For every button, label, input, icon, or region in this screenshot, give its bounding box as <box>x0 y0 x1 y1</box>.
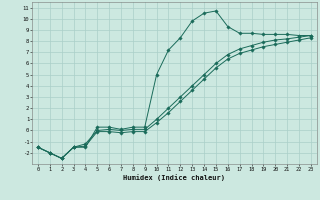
X-axis label: Humidex (Indice chaleur): Humidex (Indice chaleur) <box>124 175 225 181</box>
